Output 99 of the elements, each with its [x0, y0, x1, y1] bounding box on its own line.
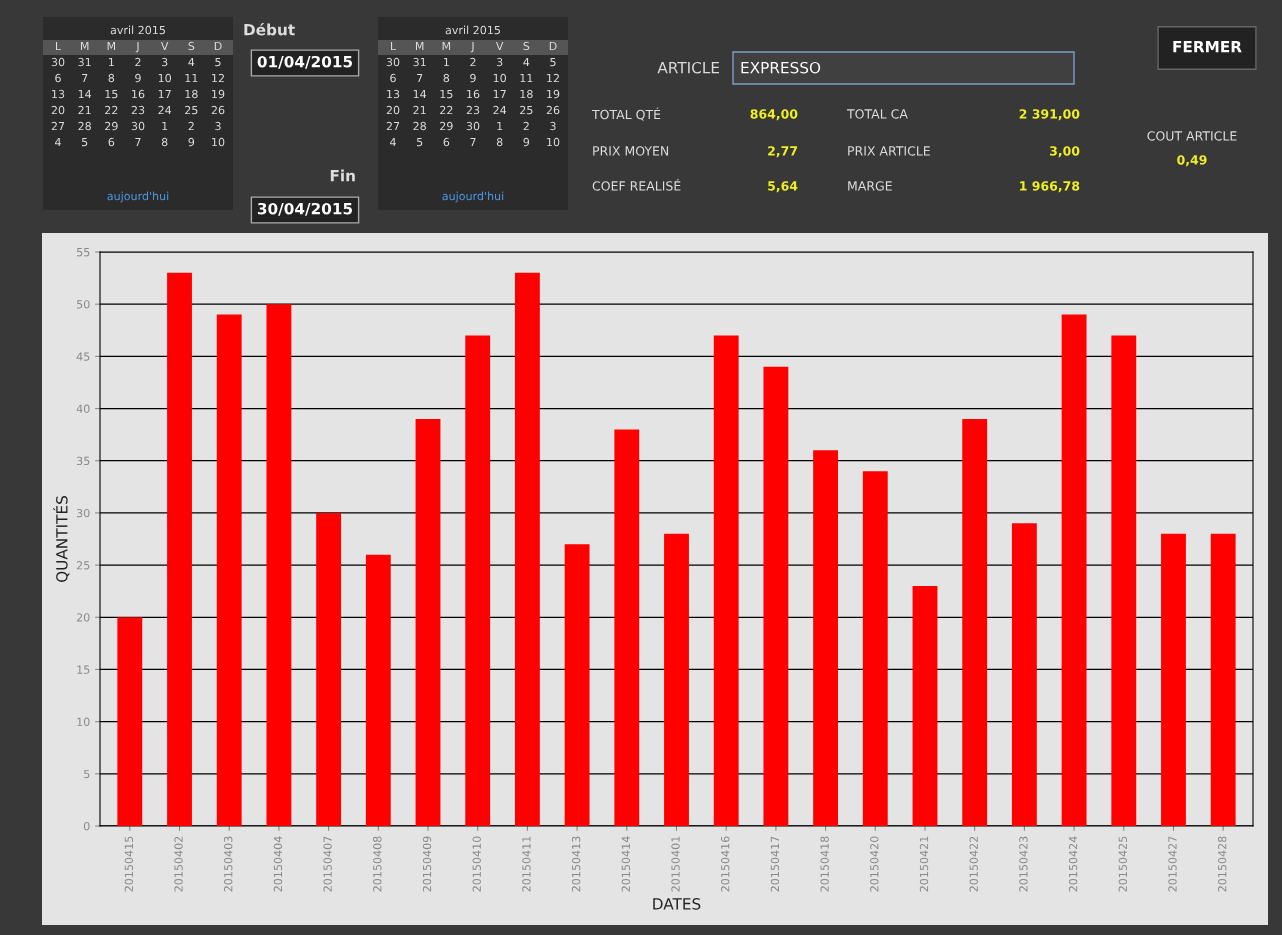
x-tick-label: 20150403: [224, 836, 233, 892]
y-tick-label: 20: [76, 613, 90, 622]
bar: [266, 304, 292, 826]
text: 3,00: [1050, 146, 1080, 158]
x-tick-label: 20150427: [1168, 836, 1177, 892]
y-tick-label: 50: [77, 300, 90, 309]
bar: [763, 366, 789, 826]
text: 5,64: [768, 181, 798, 193]
text: 6 7 8 9 10 11 12: [55, 73, 224, 83]
x-tick-label: 20150421: [919, 836, 929, 892]
y-tick-label: 25: [76, 561, 90, 570]
x-tick-label: 20150422: [969, 836, 978, 892]
text: 4 5 6 7 8 9 10: [390, 137, 560, 147]
bar: [1061, 314, 1087, 826]
y-tick-label: 15: [77, 665, 90, 674]
bar: [316, 512, 342, 826]
y-tick-label: 40: [76, 404, 90, 413]
y-tick-label: 30: [76, 508, 90, 518]
x-tick-label: 20150420: [870, 836, 879, 892]
bar: [1210, 533, 1236, 826]
bar: [1161, 533, 1186, 826]
bar: [962, 418, 988, 826]
x-tick-label: 20150416: [721, 836, 730, 892]
x-tick-label: 20150409: [422, 836, 432, 892]
x-tick-label: 20150413: [571, 836, 581, 892]
text: COEF REALISÉ: [592, 178, 681, 191]
text: COUT ARTICLE: [1147, 131, 1237, 141]
x-tick-label: 20150414: [621, 836, 631, 892]
x-tick-label: 20150418: [820, 836, 829, 892]
text: Fin: [330, 169, 355, 182]
x-axis-title: DATES: [653, 898, 701, 910]
text: 4 5 6 7 8 9 10: [55, 137, 225, 147]
y-tick-label: 45: [76, 352, 90, 361]
bar: [713, 335, 739, 826]
text: PRIX ARTICLE: [848, 146, 930, 156]
bar: [912, 585, 938, 826]
text: FERMER: [1173, 41, 1242, 53]
text: L M M J V S D: [390, 41, 557, 53]
x-tick-label: 20150408: [373, 836, 382, 892]
bar: [365, 554, 391, 826]
text: 30/04/2015: [257, 202, 353, 216]
x-tick-label: 20150404: [273, 836, 283, 892]
x-tick-label: 20150407: [323, 836, 332, 892]
x-tick-label: 20150411: [522, 836, 531, 892]
text: 20 21 22 23 24 25 26: [51, 105, 225, 115]
x-tick-label: 20150401: [671, 836, 680, 892]
bar: [465, 335, 491, 826]
x-tick-label: 20150402: [174, 836, 183, 892]
bar: [614, 429, 640, 826]
text: ARTICLE: [657, 61, 720, 74]
text: 13 14 15 16 17 18 19: [52, 89, 225, 99]
bar: [117, 617, 143, 826]
bar: [415, 418, 441, 826]
bar: [514, 272, 540, 826]
text: 20 21 22 23 24 25 26: [386, 105, 560, 115]
y-tick-label: 10: [77, 717, 90, 727]
y-tick-label: 0: [83, 821, 90, 831]
x-tick-label: 20150415: [124, 836, 134, 892]
text: MARGE: [848, 181, 892, 191]
text: 864,00: [750, 109, 798, 121]
text: 2 391,00: [1019, 109, 1080, 121]
bar: [813, 450, 839, 826]
bar: [1111, 335, 1137, 826]
text: TOTAL QTÉ: [591, 107, 661, 121]
x-tick-label: 20150425: [1118, 836, 1128, 892]
y-tick-label: 55: [77, 248, 90, 257]
text: PRIX MOYEN: [593, 146, 669, 156]
text: 27 28 29 30 1 2 3: [51, 121, 221, 131]
bar: [1011, 523, 1037, 826]
x-tick-label: 20150424: [1068, 836, 1078, 892]
x-tick-label: 20150417: [770, 836, 780, 892]
text: 01/04/2015: [257, 55, 353, 69]
y-axis-title: QUANTITÉS: [53, 496, 70, 582]
text: 30 31 1 2 3 4 5: [51, 57, 221, 67]
bar: [664, 533, 689, 826]
x-tick-label: 20150410: [472, 836, 481, 892]
text: 13 14 15 16 17 18 19: [387, 89, 560, 99]
x-tick-label: 20150423: [1019, 836, 1028, 892]
text: EXPRESSO: [741, 61, 821, 74]
text: 30 31 1 2 3 4 5: [386, 57, 556, 67]
bar: [167, 272, 192, 826]
text: avril 2015: [110, 25, 165, 35]
text: aujourd'hui: [442, 191, 504, 203]
text: L M M J V S D: [55, 41, 222, 53]
x-tick-label: 20150428: [1218, 836, 1227, 892]
text: 27 28 29 30 1 2 3: [386, 121, 556, 131]
text: 0,49: [1177, 155, 1207, 167]
bar: [564, 544, 590, 826]
text: avril 2015: [445, 25, 500, 35]
text: TOTAL CA: [846, 109, 908, 119]
bar: [216, 314, 242, 826]
text: 6 7 8 9 10 11 12: [390, 73, 559, 83]
y-tick-label: 5: [84, 769, 90, 779]
bar: [862, 471, 888, 826]
text: 1 966,78: [1020, 181, 1080, 193]
text: aujourd'hui: [107, 191, 169, 203]
y-tick-label: 35: [76, 456, 90, 466]
text: 2,77: [768, 146, 798, 158]
text: Début: [244, 23, 295, 36]
